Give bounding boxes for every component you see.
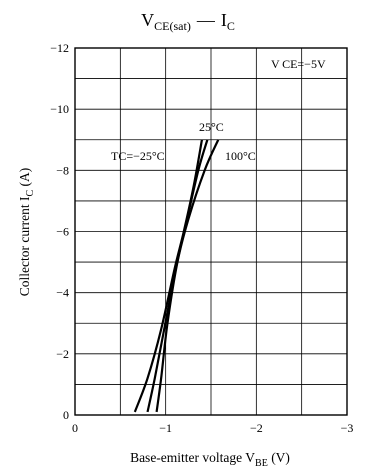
title-second-sub: C (227, 19, 235, 33)
condition-label: V CE=−5V (271, 57, 326, 71)
grid-lines (75, 48, 347, 415)
series-line-1 (146, 139, 209, 413)
title-main-sub: CE(sat) (154, 19, 191, 33)
ylabel-unit: (A) (17, 168, 32, 190)
y-tick-label: −12 (50, 41, 69, 55)
y-tick-labels: 0 −2 −4 −6 −8 −10 −12 (50, 41, 69, 422)
series-curves (133, 139, 220, 413)
series-line-0 (133, 139, 204, 413)
annotation-25c: 25°C (199, 120, 224, 134)
ylabel-sub: C (25, 190, 36, 197)
y-tick-label: 0 (63, 408, 69, 422)
x-axis-label: Base-emitter voltage VBE (V) (130, 450, 290, 469)
annotation-tc-minus25: TC=−25°C (111, 149, 165, 163)
series-line-2 (155, 139, 220, 413)
y-tick-label: −2 (56, 347, 69, 361)
x-tick-label: −3 (341, 421, 354, 435)
chart-title: VCE(sat) — IC (141, 10, 235, 33)
title-sep: — (196, 10, 216, 30)
y-tick-label: −6 (56, 225, 69, 239)
y-tick-label: −4 (56, 286, 69, 300)
title-main: V (141, 10, 154, 30)
y-tick-label: −10 (50, 102, 69, 116)
y-tick-label: −8 (56, 163, 69, 177)
xlabel-text: Base-emitter voltage V (130, 450, 255, 465)
ylabel-text: Collector current I (17, 196, 32, 296)
x-tick-label: −1 (159, 421, 172, 435)
xlabel-unit: (V) (268, 450, 290, 465)
x-tick-label: 0 (72, 421, 78, 435)
annotation-100c: 100°C (225, 149, 256, 163)
xlabel-sub: BE (255, 458, 268, 469)
x-tick-label: −2 (250, 421, 263, 435)
title-second: I (221, 10, 227, 30)
x-tick-labels: 0 −1 −2 −3 (72, 421, 353, 435)
y-axis-label: Collector current IC (A) (17, 168, 36, 297)
plot-frame (74, 47, 348, 416)
